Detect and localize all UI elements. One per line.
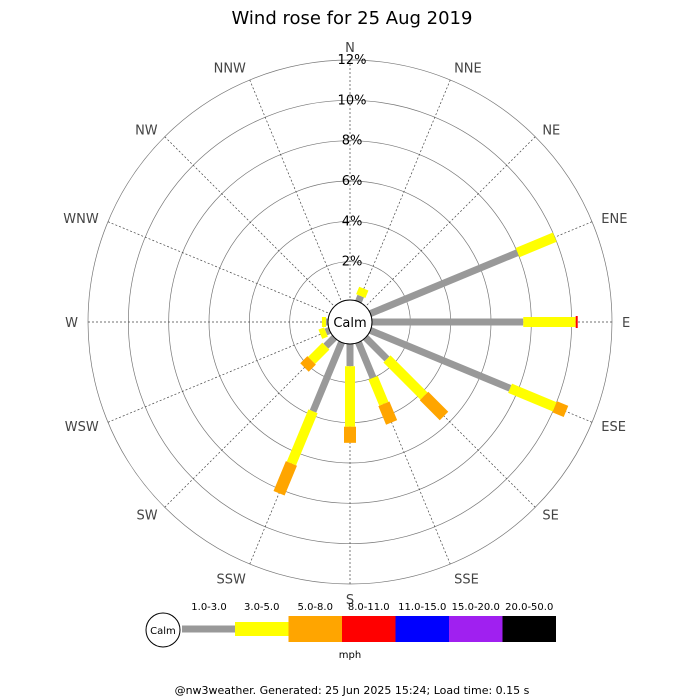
legend: Calm 1.0-3.0 3.0-5.0 5.0-8.0 8.0-11.0 11.0-1… — [145, 602, 556, 661]
direction-label-ne: NE — [542, 124, 560, 139]
bar-ese-bin-3 — [552, 401, 569, 418]
direction-label-sw: SW — [137, 508, 158, 523]
legend-swatch-2 — [235, 622, 289, 636]
radial-tick-1: 2% — [342, 255, 363, 270]
radial-tick-2: 4% — [342, 214, 363, 229]
legend-label-3: 5.0-8.0 — [298, 602, 333, 613]
spoke-nnw — [249, 79, 343, 304]
legend-items: 1.0-3.0 3.0-5.0 5.0-8.0 8.0-11.0 11.0-15.0 15… — [182, 602, 556, 642]
direction-label-ssw: SSW — [217, 572, 247, 587]
legend-swatch-6 — [449, 616, 503, 642]
direction-label-nne: NNE — [454, 62, 482, 77]
bar-sw-bin-3 — [300, 356, 316, 372]
legend-swatch-1 — [182, 625, 235, 633]
spoke-wnw — [107, 221, 332, 315]
bar-ssw-bin-3 — [273, 461, 297, 496]
radial-tick-labels: 2% 4% 6% 8% 10% 12% — [338, 53, 367, 270]
legend-label-1: 1.0-3.0 — [191, 602, 226, 613]
spoke-nne — [357, 79, 451, 304]
bar-wsw-bin-2 — [318, 327, 328, 339]
spoke-wsw — [107, 329, 332, 423]
bar-nne-bin-2 — [356, 286, 369, 298]
radial-tick-3: 6% — [342, 174, 363, 189]
chart-title: Wind rose for 25 Aug 2019 — [232, 8, 473, 29]
direction-label-wnw: WNW — [63, 212, 99, 227]
calm-circle — [327, 299, 373, 345]
direction-label-wsw: WSW — [65, 420, 99, 435]
legend-swatch-7 — [502, 616, 556, 642]
radial-tick-4: 8% — [342, 134, 363, 149]
legend-calm-circle — [145, 612, 181, 648]
direction-label-e: E — [622, 316, 630, 331]
bar-ssw-bin-1 — [309, 339, 346, 413]
legend-swatch-4 — [342, 616, 396, 642]
legend-label-7: 20.0-50.0 — [505, 602, 553, 613]
direction-label-w: W — [65, 316, 78, 331]
direction-label-s: S — [346, 593, 354, 608]
direction-label-se: SE — [542, 508, 558, 523]
bar-sw-bin-2 — [308, 342, 330, 364]
bar-sse-bin-2 — [368, 375, 389, 406]
spoke-ne — [363, 136, 536, 309]
radial-tick-5: 10% — [338, 93, 367, 108]
legend-units: mph — [339, 650, 361, 661]
legend-swatch-5 — [395, 616, 449, 642]
wind-bars — [273, 232, 578, 496]
bar-ese-bin-1 — [367, 326, 512, 392]
bar-ene-bin-2 — [515, 232, 557, 258]
direction-label-nnw: NNW — [214, 62, 246, 77]
bar-ene-bin-1 — [367, 249, 519, 318]
legend-calm-label: Calm — [150, 626, 176, 637]
bar-sse-bin-3 — [378, 401, 398, 425]
bar-sse-bin-1 — [354, 339, 377, 380]
legend-label-4: 8.0-11.0 — [348, 602, 390, 613]
bar-se-bin-3 — [419, 391, 449, 421]
direction-label-ene: ENE — [601, 212, 627, 227]
spoke-nw — [164, 136, 337, 309]
direction-label-nw: NW — [135, 124, 158, 139]
direction-label-ese: ESE — [601, 420, 626, 435]
direction-label-sse: SSE — [454, 572, 479, 587]
legend-label-6: 15.0-20.0 — [452, 602, 500, 613]
bar-ese-bin-2 — [508, 383, 557, 412]
bar-ssw-bin-2 — [286, 409, 318, 466]
radial-tick-6: 12% — [338, 53, 367, 68]
legend-label-2: 3.0-5.0 — [244, 602, 279, 613]
footer-text: @nw3weather. Generated: 25 Jun 2025 15:2… — [175, 684, 530, 697]
bar-se-bin-2 — [383, 355, 428, 400]
direction-label-n: N — [345, 41, 355, 56]
legend-swatch-3 — [288, 616, 342, 642]
calm-label: Calm — [333, 316, 366, 331]
bar-se-bin-1 — [361, 333, 390, 362]
legend-label-5: 11.0-15.0 — [398, 602, 446, 613]
direction-labels: N NNE NE ENE E ESE SE SSE S SSW SW WSW W WNW NW NNW — [63, 41, 630, 608]
